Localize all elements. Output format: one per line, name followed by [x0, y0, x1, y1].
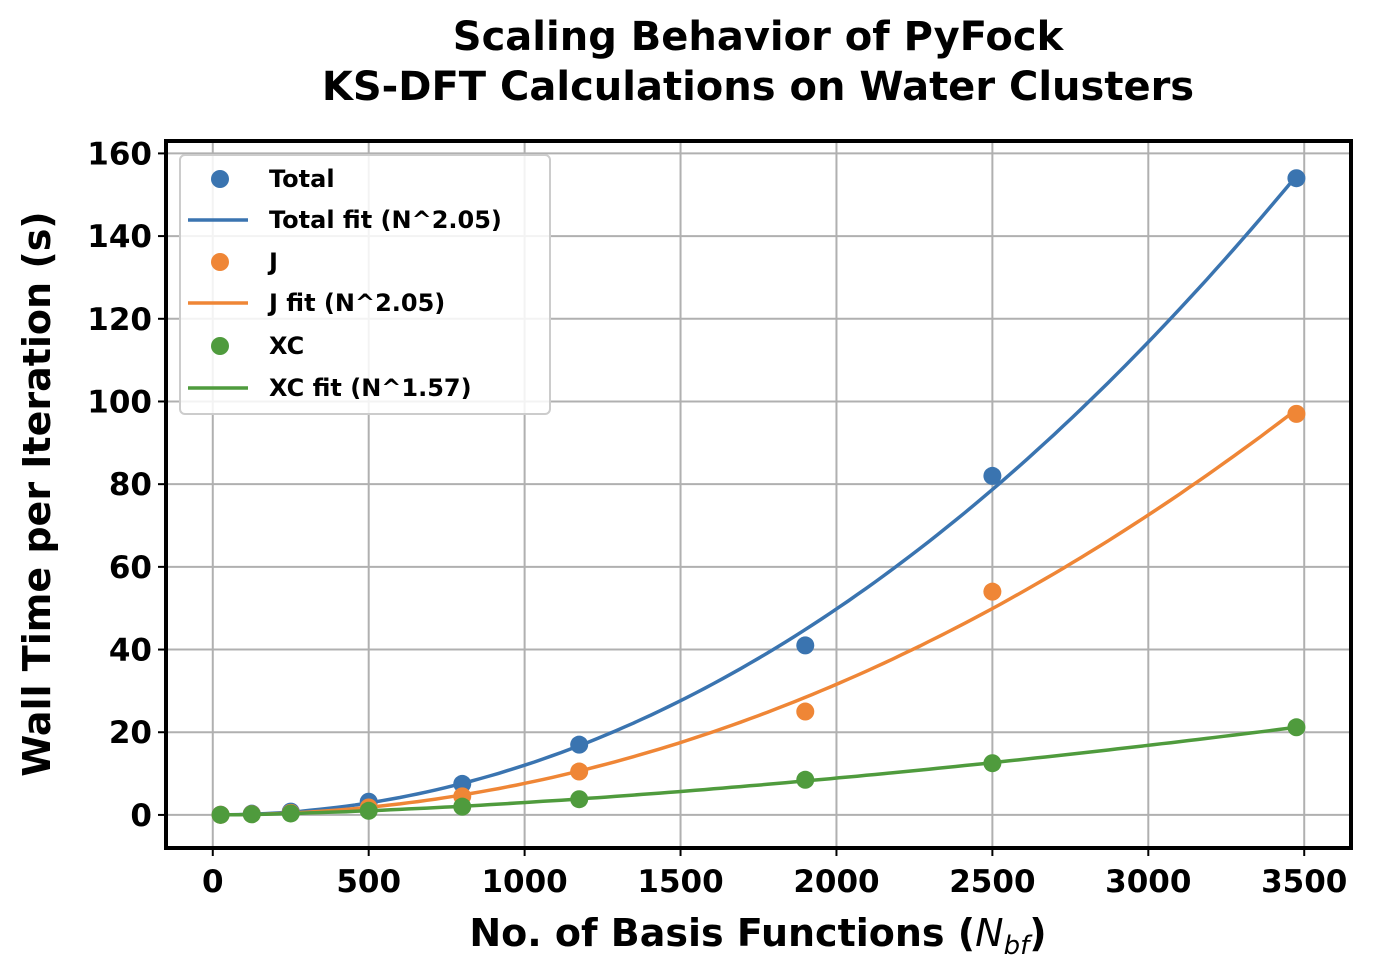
legend-label: J fit (N^2.05): [267, 289, 445, 317]
data-point-j: [570, 762, 589, 781]
plot-frame: [164, 139, 1353, 850]
data-point-xc: [1287, 718, 1306, 737]
x-tick-label: 500: [336, 864, 401, 900]
data-point-j: [796, 702, 815, 721]
y-tick-label: 0: [130, 798, 152, 834]
data-point-j: [983, 582, 1002, 601]
fit-line-total: [220, 174, 1298, 817]
data-point-xc: [211, 805, 230, 824]
y-axis-label: Wall Time per Iteration (s): [15, 211, 59, 776]
chart-title-line-2: KS-DFT Calculations on Water Clusters: [322, 64, 1194, 110]
x-tick-label: 3000: [1105, 864, 1191, 900]
chart-title-line-1: Scaling Behavior of PyFock: [453, 14, 1065, 60]
data-point-total: [1287, 169, 1306, 188]
y-tick-label: 40: [109, 633, 152, 669]
fit-line-j: [220, 408, 1298, 817]
legend: Total Total fit (N^2.05) J J fit (N^2.05) XC…: [179, 154, 551, 415]
legend-box: [179, 154, 551, 415]
data-point-total: [983, 466, 1002, 485]
x-tick-label: 1000: [481, 864, 567, 900]
data-point-total: [570, 735, 589, 754]
y-tick-label: 160: [87, 136, 152, 172]
data-point-xc: [281, 804, 300, 823]
data-point-j: [1287, 404, 1306, 423]
legend-marker-j: [211, 253, 229, 271]
legend-label: Total: [269, 165, 335, 193]
y-tick-label: 140: [87, 219, 152, 255]
x-tick-label: 1500: [637, 864, 723, 900]
y-tick-label: 100: [87, 384, 152, 420]
x-tick-label: 3500: [1261, 864, 1347, 900]
y-tick-label: 120: [87, 302, 152, 338]
data-point-xc: [983, 754, 1002, 773]
y-tick-label: 20: [109, 715, 152, 751]
data-series: [211, 169, 1306, 824]
data-point-total: [453, 774, 472, 793]
legend-marker-total: [211, 170, 229, 188]
x-axis-label: No. of Basis Functions (Nbf): [469, 911, 1046, 961]
data-point-total: [796, 636, 815, 655]
data-point-xc: [359, 801, 378, 820]
x-tick-label: 2500: [949, 864, 1035, 900]
x-tick-label: 2000: [793, 864, 879, 900]
x-tick-label: 0: [202, 864, 224, 900]
legend-label: XC: [269, 332, 304, 360]
y-tick-label: 80: [109, 467, 152, 503]
fit-line-xc: [220, 725, 1297, 817]
y-tick-label: 60: [109, 550, 152, 586]
legend-marker-xc: [211, 337, 229, 355]
data-point-xc: [242, 805, 261, 824]
axis-ticks: 0 500 1000 1500 2000 2500 3000 3500 0 20 40 60 80 100…: [87, 136, 1347, 900]
legend-label: Total fit (N^2.05): [269, 206, 502, 234]
data-point-xc: [796, 770, 815, 789]
data-point-xc: [453, 797, 472, 816]
legend-label: XC fit (N^1.57): [269, 374, 472, 402]
grid-lines: [166, 141, 1351, 848]
data-point-xc: [570, 790, 589, 809]
legend-label: J: [267, 248, 278, 276]
